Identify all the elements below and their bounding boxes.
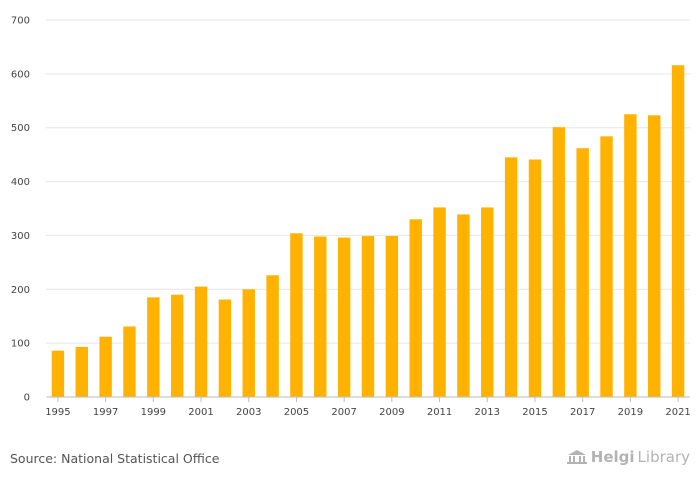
bar-1997[interactable] (99, 336, 112, 397)
bar-2004[interactable] (266, 275, 279, 397)
x-tick-label: 2017 (570, 407, 595, 418)
bar-2007[interactable] (337, 237, 351, 397)
x-tick-label: 2015 (522, 407, 547, 418)
bar-2016[interactable] (552, 127, 566, 397)
x-tick-label: 2011 (427, 407, 452, 418)
x-tick-label: 1997 (93, 407, 118, 418)
bar-2021[interactable] (671, 65, 685, 398)
x-tick-label: 2013 (475, 407, 500, 418)
x-tick-label: 2019 (618, 407, 643, 418)
bar-2018[interactable] (600, 136, 613, 397)
x-tick-label: 2005 (284, 407, 309, 418)
bar-2005[interactable] (290, 233, 303, 397)
x-tick-label: 2001 (188, 407, 213, 418)
bar-2012[interactable] (457, 214, 470, 397)
bar-2019[interactable] (624, 114, 637, 397)
x-tick-label: 2003 (236, 407, 261, 418)
y-tick-label: 0 (24, 393, 30, 404)
bar-2013[interactable] (481, 207, 494, 397)
bar-1995[interactable] (51, 350, 65, 397)
y-tick-label: 300 (11, 231, 30, 242)
bar-1998[interactable] (123, 326, 136, 397)
bar-2014[interactable] (504, 157, 518, 397)
source-note: Source: National Statistical Office (10, 451, 220, 466)
y-tick-label: 700 (11, 16, 30, 27)
gridlines (46, 19, 690, 344)
y-tick-label: 500 (11, 123, 30, 134)
bar-2002[interactable] (218, 299, 232, 397)
x-tick-label: 2009 (379, 407, 404, 418)
bar-2020[interactable] (648, 115, 661, 397)
bar-2006[interactable] (314, 236, 327, 397)
bars (51, 65, 685, 398)
bar-2011[interactable] (433, 207, 446, 397)
x-tick-label: 1999 (141, 407, 166, 418)
bar-2001[interactable] (194, 286, 208, 397)
x-axis-labels: 1995 1997 1999 2001 2003 2005 2007 2009 2011 2013… (45, 407, 691, 418)
bar-1999[interactable] (147, 297, 160, 397)
y-tick-label: 100 (11, 339, 30, 350)
bar-chart: 0 100 200 300 400 500 600 700 1995 1997 1999 2001 2… (11, 16, 691, 419)
bar-1996[interactable] (75, 346, 88, 397)
x-tick-label: 2007 (331, 407, 356, 418)
y-axis-labels: 0 100 200 300 400 500 600 700 (11, 16, 30, 404)
bar-2003[interactable] (242, 289, 255, 397)
bar-2009[interactable] (385, 235, 399, 397)
y-tick-label: 200 (11, 285, 30, 296)
logo-library-text: Library (637, 448, 690, 466)
bar-2015[interactable] (528, 159, 542, 397)
x-tick-label: 1995 (45, 407, 70, 418)
y-tick-label: 600 (11, 69, 30, 80)
y-tick-label: 400 (11, 177, 30, 188)
helgi-library-logo[interactable]: Helgi Library (566, 448, 690, 466)
bar-2017[interactable] (576, 148, 589, 397)
library-building-icon (566, 450, 587, 464)
x-tick-label: 2021 (665, 407, 690, 418)
logo-helgi-text: Helgi (590, 448, 635, 466)
bar-2010[interactable] (409, 219, 422, 397)
bar-2008[interactable] (361, 235, 375, 397)
x-axis (46, 396, 690, 402)
bar-2000[interactable] (170, 294, 184, 397)
